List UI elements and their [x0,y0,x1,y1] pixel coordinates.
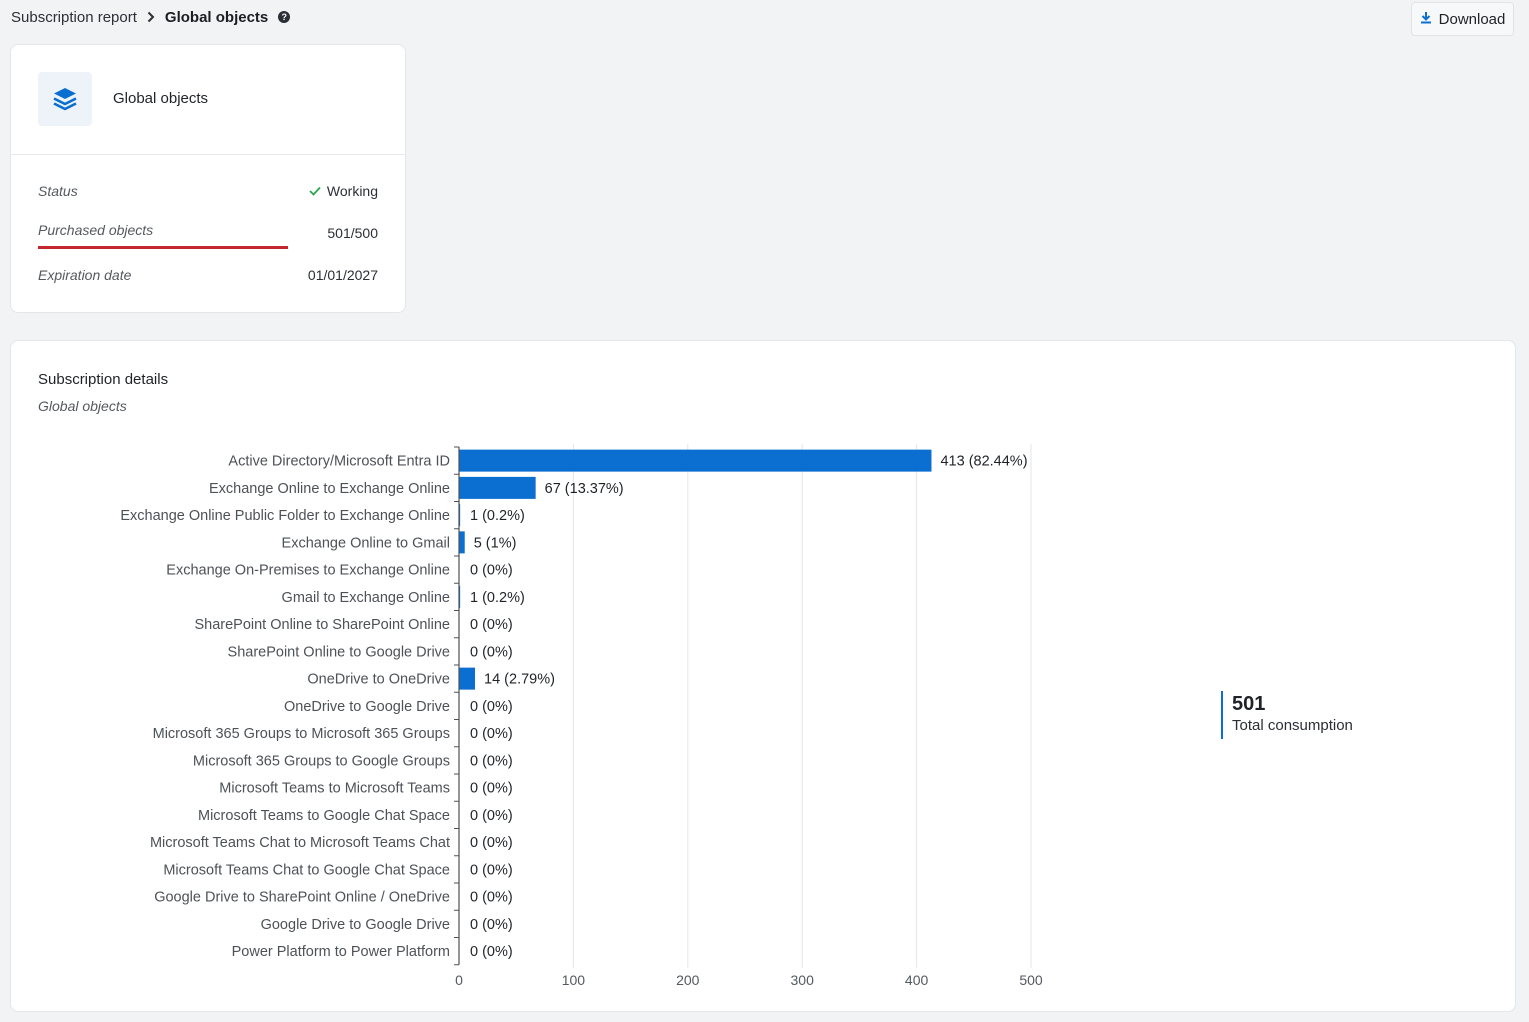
x-tick-label: 400 [905,972,929,988]
purchased-value: 501/500 [327,225,378,241]
total-consumption: 501 Total consumption [1221,691,1353,739]
over-limit-indicator [38,246,288,249]
summary-title: Global objects [113,90,209,107]
x-tick-label: 500 [1019,972,1043,988]
breadcrumb-current: Global objects [164,8,269,26]
category-label: Active Directory/Microsoft Entra ID [228,454,450,470]
layers-icon [38,72,92,126]
consumption-bar-chart: 0 100 200 300 400 500 Active Directory/Microso… [120,444,1043,988]
bar [459,449,932,472]
x-tick-label: 200 [676,972,700,988]
x-tick-label: 0 [455,972,463,988]
data-label: 67 (13.37%) [545,481,624,497]
summary-header: Global objects [11,45,405,155]
data-label: 1 (0.2%) [470,590,525,606]
category-label: OneDrive to OneDrive [307,672,450,688]
details-title: Subscription details [38,371,169,388]
chevron-right-icon [147,11,155,23]
bar [459,667,476,690]
category-label: OneDrive to Google Drive [284,699,450,715]
data-label: 5 (1%) [474,535,517,551]
category-label: Microsoft Teams Chat to Google Chat Spac… [163,862,450,878]
status-label: Status [38,183,78,199]
category-label: Microsoft 365 Groups to Google Groups [193,753,450,769]
download-icon [1420,11,1432,28]
category-label: Gmail to Exchange Online [282,590,450,606]
status-value: Working [326,183,378,199]
breadcrumb: Subscription report Global objects ? [11,6,291,28]
expiration-label: Expiration date [38,267,132,283]
data-label: 0 (0%) [470,944,513,960]
category-label: Exchange Online to Gmail [282,535,450,551]
data-label: 413 (82.44%) [940,454,1027,470]
data-label: 0 (0%) [470,753,513,769]
bar [459,531,465,554]
category-label: Microsoft 365 Groups to Microsoft 365 Gr… [153,726,450,742]
data-label: 0 (0%) [470,835,513,851]
category-label: Google Drive to SharePoint Online / OneD… [154,890,450,906]
purchased-label: Purchased objects [38,222,154,238]
check-icon [309,183,321,199]
category-label: SharePoint Online to SharePoint Online [194,617,450,633]
details-subtitle: Global objects [38,398,127,414]
subscription-details-card: Subscription details Global objects 0 100… [10,340,1516,1012]
data-label: 14 (2.79%) [484,672,555,688]
category-label: Microsoft Teams to Microsoft Teams [219,781,450,797]
total-consumption-value: 501 [1232,693,1266,715]
category-label: Exchange Online to Exchange Online [209,481,450,497]
data-label: 0 (0%) [470,862,513,878]
data-label: 0 (0%) [470,917,513,933]
help-icon[interactable]: ? [278,11,291,23]
category-label: Google Drive to Google Drive [261,917,450,933]
status-badge: Working [309,183,378,199]
summary-card: Global objects Status Working Purchased … [10,44,406,313]
breadcrumb-parent-link[interactable]: Subscription report [11,8,137,26]
data-label: 1 (0.2%) [470,508,525,524]
x-tick-label: 300 [791,972,815,988]
data-label: 0 (0%) [470,644,513,660]
category-label: Exchange Online Public Folder to Exchang… [120,508,450,524]
data-label: 0 (0%) [470,617,513,633]
data-label: 0 (0%) [470,726,513,742]
category-label: Microsoft Teams to Google Chat Space [198,808,450,824]
data-label: 0 (0%) [470,563,513,579]
x-tick-label: 100 [562,972,586,988]
data-label: 0 (0%) [470,699,513,715]
category-label: SharePoint Online to Google Drive [228,644,450,660]
total-consumption-label: Total consumption [1232,717,1353,734]
data-label: 0 (0%) [470,890,513,906]
category-label: Power Platform to Power Platform [232,944,450,960]
category-label: Exchange On-Premises to Exchange Online [166,563,450,579]
download-button[interactable]: Download [1411,2,1514,36]
expiration-value: 01/01/2027 [307,267,378,283]
bar [459,476,536,499]
data-label: 0 (0%) [470,808,513,824]
category-label: Microsoft Teams Chat to Microsoft Teams … [150,835,450,851]
data-label: 0 (0%) [470,781,513,797]
download-label: Download [1438,10,1506,28]
